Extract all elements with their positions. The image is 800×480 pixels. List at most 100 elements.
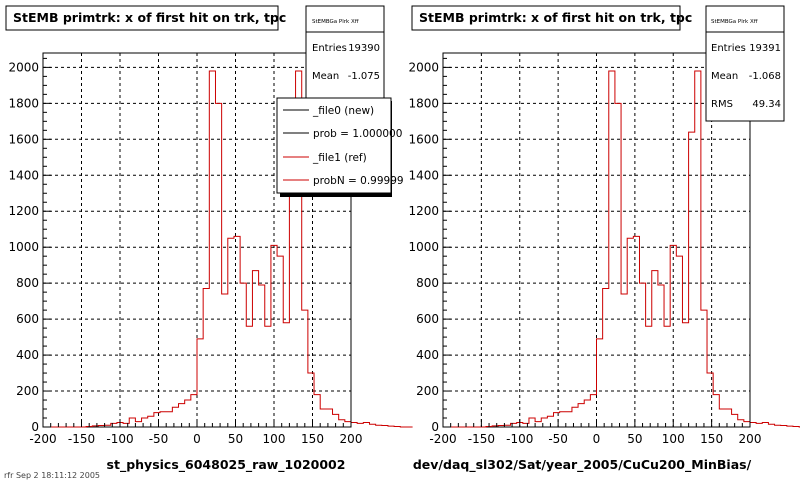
left-stats-entries-label: Entries [312,43,347,54]
right-histogram-bin [652,271,658,427]
right-xtick-label: -150 [468,432,495,446]
right-histogram-bin [541,418,547,427]
left-histogram-bin [265,326,271,427]
right-histogram-bin [627,238,633,427]
right-stats-entries-label: Entries [711,43,746,54]
right-histogram-bin [603,289,609,427]
right-title-box [411,5,681,31]
right-histogram-bin [689,132,695,427]
left-histogram-bin [369,424,375,427]
left-histogram-bin [197,339,203,427]
right-histogram-bin [572,407,578,427]
left-histogram-bin [394,426,400,427]
left-ytick-label: 400 [16,348,39,362]
left-xtick-label: 0 [193,432,201,446]
left-histogram-bin [203,289,209,427]
left-histogram-bin [259,285,265,427]
left-ytick-label: 200 [16,384,39,398]
left-histogram-bin [314,395,320,427]
left-title-box [5,5,279,31]
left-stats-mean-value: -1.075 [348,71,380,82]
right-histogram-bin [498,426,504,427]
right-stats-mean-label: Mean [711,71,738,82]
right-x-axis-label: dev/daq_sl302/Sat/year_2005/CuCu200_MinB… [413,457,752,473]
left-ytick-label: 2000 [8,60,39,74]
left-stats-mean-label: Mean [312,71,339,82]
right-histogram-bin [658,285,664,427]
left-histogram-bin [228,238,234,427]
left-histogram-bin [172,407,178,427]
left-histogram-bin [92,426,98,427]
left-ytick-label: 1800 [8,96,39,110]
left-ytick-label: 1200 [8,204,39,218]
left-histogram-bin [160,412,166,427]
left-histogram-bin [246,326,252,427]
left-xtick-label: 200 [340,432,363,446]
left-histogram-bin [388,426,394,427]
left-ytick-label: 0 [31,420,39,434]
right-histogram-bin [738,420,744,427]
left-histogram-bin [154,413,160,427]
left-ytick-label: 800 [16,276,39,290]
left-histogram-bin [351,423,357,427]
left-legend-box [276,97,392,194]
right-histogram-bin [670,245,676,427]
right-stats-header: StEMBGa Plrk Xff [711,19,758,25]
right-histogram-bin [615,103,621,427]
legend-entry-file0: _file0 (new) [283,105,374,117]
right-xtick-label: 150 [700,432,723,446]
right-ytick-label: 200 [416,384,439,398]
right-xtick-label: -100 [506,432,533,446]
legend-entry-probn: probN = 0.99999 [283,175,404,187]
right-histogram-bin [597,339,603,427]
right-histogram-bin [646,326,652,427]
left-xtick-label: 100 [263,432,286,446]
left-histogram-bin [320,409,326,427]
right-histogram-bin [560,412,566,427]
left-stats-header: StEMBGa Plrk Xff [312,19,359,25]
legend-entry-file1: _file1 (ref) [283,152,367,164]
right-stats-rms-value: 49.34 [752,99,781,110]
right-ytick-label: 1400 [408,168,439,182]
right-xtick-label: 100 [662,432,685,446]
legend-label-probn: probN = 0.99999 [313,175,404,187]
right-histogram-bin [787,426,793,427]
right-histogram-bin [633,236,639,427]
right-histogram-bin [664,326,670,427]
left-ytick-label: 1000 [8,240,39,254]
left-y-axis: 0 200 400 600 800 1000 1200 1400 1600 1800 2000 [8,57,51,434]
right-histogram-bin [719,409,725,427]
right-y-axis: 0 200 400 600 800 1000 1200 1400 1600 1800 2000 [408,57,451,434]
left-histogram-bin [222,294,228,427]
left-histogram-bin [326,409,332,427]
left-histogram-bin [382,426,388,427]
left-ytick-label: 1400 [8,168,39,182]
right-ytick-label: 600 [416,312,439,326]
right-ytick-label: 1800 [408,96,439,110]
right-histogram-bin [504,425,510,427]
left-xtick-label: 150 [301,432,324,446]
right-histogram-bin [590,395,596,427]
right-histogram-bin [554,413,560,427]
left-histogram-bin [111,423,117,427]
right-histogram-bin [768,424,774,427]
right-histogram-bin [781,426,787,427]
left-histogram-bin [271,245,277,427]
right-x-axis: -200 -150 -100 -50 0 50 100 150 200 [429,419,761,446]
left-xtick-label: -100 [106,432,133,446]
left-stats-entries-value: 19390 [348,43,380,54]
left-histogram-bin [240,283,246,427]
left-histogram-bin [215,103,221,427]
footer-timestamp: rfr Sep 2 18:11:12 2005 [4,471,100,480]
left-histogram-bin [209,71,215,427]
left-ytick-label: 1600 [8,132,39,146]
right-histogram-bin [676,256,682,427]
right-histogram-bin [609,71,615,427]
right-stats-box [705,5,785,122]
right-histogram-bin [793,426,799,427]
left-histogram-bin [376,425,382,427]
left-x-axis: -200 -150 -100 -50 0 50 100 150 200 [29,419,362,446]
right-histogram-bin [775,425,781,427]
